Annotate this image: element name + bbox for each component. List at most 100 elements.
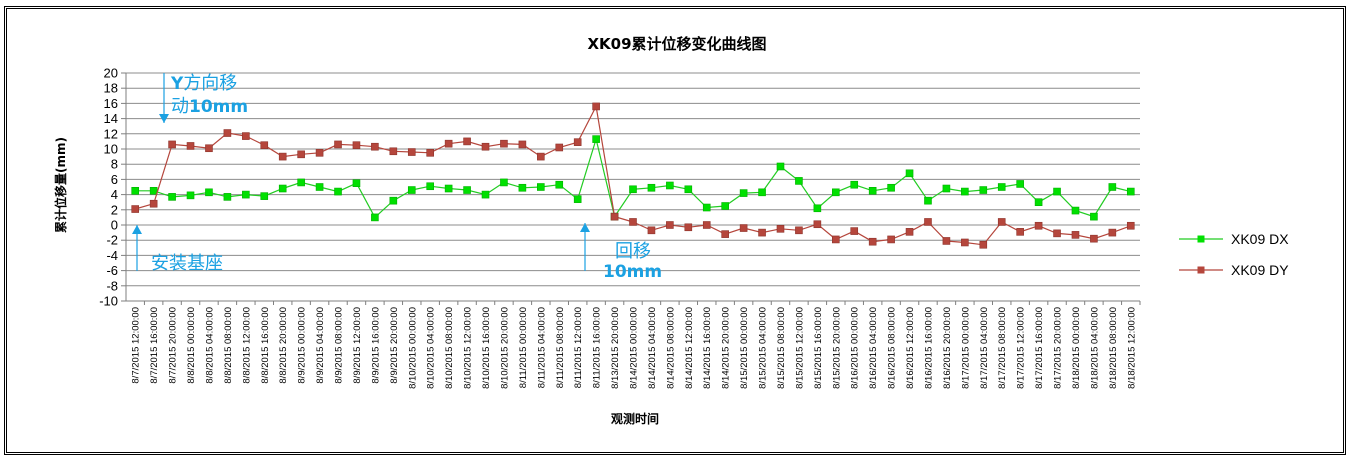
- x-tick-label: 8/16/2015 20:00:00: [942, 307, 953, 389]
- y-tick-label: 2: [111, 202, 118, 217]
- x-tick-label: 8/14/2015 12:00:00: [684, 307, 695, 389]
- data-point: [389, 147, 398, 156]
- data-point: [371, 142, 379, 151]
- data-point: [610, 212, 619, 221]
- annotation-text: 安装基座: [151, 253, 223, 274]
- x-tick-label: 8/17/2015 04:00:00: [979, 307, 990, 389]
- legend-marker: [1197, 266, 1205, 274]
- data-point: [1071, 231, 1080, 239]
- data-point: [260, 192, 269, 200]
- y-tick-label: -6: [106, 263, 118, 278]
- data-point: [868, 187, 877, 195]
- x-tick-label: 8/8/2015 04:00:00: [204, 307, 215, 384]
- data-point: [592, 102, 600, 111]
- data-point: [776, 225, 785, 233]
- annotation-install-base: 安装基座: [132, 225, 223, 274]
- series-2: [131, 102, 1135, 249]
- x-axis-ticks: 8/7/2015 12:00:00 8/7/2015 16:00:00 8/7/20…: [131, 301, 1141, 389]
- data-point: [961, 187, 969, 196]
- data-point: [739, 224, 748, 232]
- x-tick-label: 8/9/2015 04:00:00: [315, 307, 326, 384]
- x-tick-label: 8/15/2015 16:00:00: [813, 307, 824, 389]
- data-point: [647, 226, 656, 235]
- legend-marker: [1197, 235, 1205, 243]
- data-point: [426, 182, 435, 191]
- legend: XK09 DX XK09 DY: [1179, 231, 1289, 278]
- data-point: [481, 142, 490, 151]
- data-point: [278, 184, 287, 193]
- x-tick-label: 8/14/2015 16:00:00: [702, 307, 713, 389]
- x-tick-label: 8/9/2015 20:00:00: [389, 307, 400, 384]
- axes: [125, 73, 1140, 302]
- y-tick-label: 20: [104, 66, 118, 81]
- x-tick-label: 8/15/2015 08:00:00: [776, 307, 787, 389]
- data-point: [1090, 234, 1098, 243]
- series-line: [135, 136, 1131, 219]
- data-point: [924, 196, 932, 205]
- y-tick-label: 6: [111, 172, 118, 187]
- data-point: [942, 237, 951, 245]
- data-point: [463, 186, 471, 194]
- y-tick-label: 8: [111, 157, 118, 172]
- data-point: [850, 180, 859, 189]
- data-point: [776, 162, 785, 171]
- x-axis-label: 观测时间: [611, 411, 659, 426]
- x-tick-label: 8/11/2015 04:00:00: [536, 307, 547, 388]
- data-point: [758, 188, 766, 197]
- data-point: [666, 181, 674, 190]
- x-tick-label: 8/15/2015 20:00:00: [831, 307, 842, 389]
- annotation-text: 动10mm: [171, 96, 248, 117]
- x-tick-label: 8/7/2015 16:00:00: [149, 307, 160, 384]
- data-point: [242, 132, 250, 140]
- x-tick-label: 8/8/2015 12:00:00: [241, 307, 252, 384]
- data-point: [149, 187, 158, 195]
- data-point: [131, 205, 140, 213]
- x-tick-label: 8/14/2015 08:00:00: [665, 307, 676, 389]
- data-point: [205, 188, 213, 197]
- data-point: [1126, 221, 1135, 230]
- annotation-arrow-head: [132, 225, 142, 234]
- y-tick-label: -8: [106, 278, 118, 293]
- data-point: [444, 184, 453, 193]
- x-tick-label: 8/18/2015 12:00:00: [1126, 307, 1137, 389]
- data-point: [555, 143, 564, 152]
- data-point: [573, 195, 582, 203]
- x-tick-label: 8/9/2015 12:00:00: [352, 307, 363, 384]
- data-point: [463, 137, 471, 146]
- x-tick-label: 8/10/2015 16:00:00: [481, 307, 492, 389]
- data-point: [352, 141, 361, 149]
- data-point: [758, 228, 766, 237]
- data-point: [629, 185, 637, 194]
- data-point: [297, 150, 305, 159]
- data-point: [1090, 212, 1098, 221]
- data-point: [1053, 229, 1061, 238]
- data-point: [186, 142, 195, 150]
- data-point: [739, 189, 748, 197]
- data-point: [168, 193, 176, 201]
- x-tick-label: 8/17/2015 16:00:00: [1034, 307, 1045, 389]
- legend-entry: XK09 DY: [1179, 262, 1289, 278]
- x-tick-label: 8/18/2015 08:00:00: [1108, 307, 1119, 389]
- data-point: [537, 183, 545, 191]
- x-tick-label: 8/15/2015 12:00:00: [794, 307, 805, 389]
- series-layer: [131, 102, 1135, 249]
- data-point: [979, 240, 988, 249]
- data-point: [371, 213, 379, 222]
- data-point: [260, 141, 269, 149]
- x-tick-label: 8/16/2015 04:00:00: [868, 307, 879, 389]
- data-point: [666, 221, 674, 229]
- data-point: [389, 196, 398, 205]
- x-tick-label: 8/7/2015 12:00:00: [131, 307, 142, 384]
- x-tick-label: 8/16/2015 08:00:00: [887, 307, 898, 389]
- data-point: [1053, 187, 1061, 196]
- y-tick-label: -4: [106, 248, 118, 263]
- x-tick-label: 8/17/2015 12:00:00: [1016, 307, 1027, 389]
- x-tick-label: 8/8/2015 16:00:00: [260, 307, 271, 384]
- annotation-arrow-head: [580, 223, 590, 232]
- annotation-text: 回移: [615, 241, 651, 262]
- data-point: [1016, 180, 1024, 188]
- data-point: [979, 186, 988, 194]
- x-tick-label: 8/9/2015 08:00:00: [334, 307, 345, 384]
